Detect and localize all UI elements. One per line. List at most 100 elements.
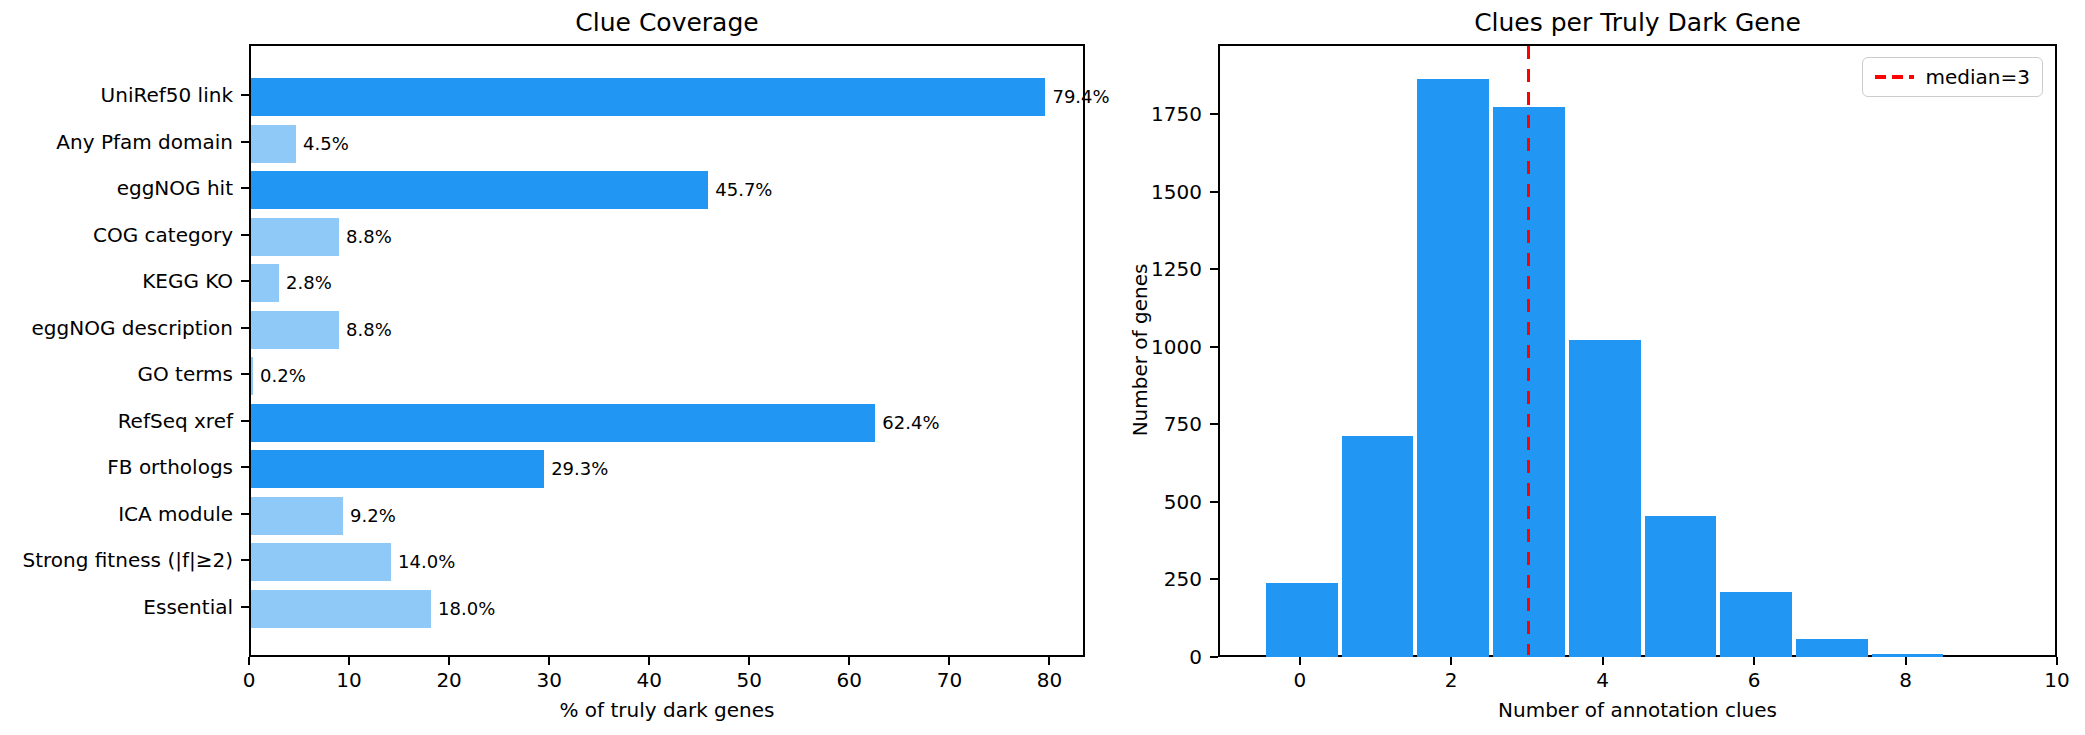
y-tick-label-category: RefSeq xref bbox=[118, 410, 233, 432]
bar-value-label: 45.7% bbox=[715, 180, 772, 200]
y-tick-label: 500 bbox=[1164, 491, 1202, 513]
x-tick-label: 40 bbox=[637, 669, 662, 691]
bar-value-label: 8.8% bbox=[346, 320, 392, 340]
y-tick-label: 250 bbox=[1164, 568, 1202, 590]
x-tick-label: 80 bbox=[1037, 669, 1062, 691]
y-tick-mark bbox=[241, 466, 249, 468]
bar-value-label: 2.8% bbox=[286, 273, 332, 293]
x-tick-label: 70 bbox=[937, 669, 962, 691]
y-tick-label: 1000 bbox=[1151, 336, 1202, 358]
bar-value-label: 0.2% bbox=[260, 366, 306, 386]
bar-eggnog-description bbox=[251, 311, 339, 349]
legend-label-median: median=3 bbox=[1926, 65, 2030, 89]
bar-value-label: 8.8% bbox=[346, 227, 392, 247]
y-tick-mark bbox=[1210, 113, 1218, 115]
bar-value-label: 9.2% bbox=[350, 506, 396, 526]
y-tick-mark bbox=[241, 187, 249, 189]
x-tick-mark bbox=[1753, 657, 1755, 665]
y-tick-label-category: KEGG KO bbox=[142, 270, 233, 292]
median-dashed-line-sample-icon bbox=[1875, 75, 1914, 79]
y-tick-mark bbox=[241, 94, 249, 96]
left-chart-title: Clue Coverage bbox=[249, 8, 1085, 37]
y-tick-label-category: Essential bbox=[143, 596, 233, 618]
bar-cog-category bbox=[251, 218, 339, 256]
x-tick-mark bbox=[1602, 657, 1604, 665]
hist-bar-x2 bbox=[1417, 79, 1489, 657]
bar-value-label: 4.5% bbox=[303, 134, 349, 154]
x-tick-mark bbox=[348, 657, 350, 665]
x-tick-label: 0 bbox=[1293, 669, 1306, 691]
x-tick-mark bbox=[548, 657, 550, 665]
y-tick-mark bbox=[1210, 578, 1218, 580]
x-tick-label: 50 bbox=[737, 669, 762, 691]
x-tick-label: 10 bbox=[336, 669, 361, 691]
bar-ica-module bbox=[251, 497, 343, 535]
y-tick-label: 0 bbox=[1189, 646, 1202, 668]
y-tick-mark bbox=[1210, 191, 1218, 193]
bar-fb-orthologs bbox=[251, 450, 544, 488]
x-tick-label: 4 bbox=[1596, 669, 1609, 691]
x-tick-mark bbox=[1450, 657, 1452, 665]
hist-bar-x6 bbox=[1720, 592, 1792, 657]
hist-bar-x1 bbox=[1342, 436, 1414, 657]
y-tick-label-category: GO terms bbox=[137, 363, 233, 385]
x-tick-mark bbox=[948, 657, 950, 665]
x-tick-label: 30 bbox=[536, 669, 561, 691]
bar-any-pfam-domain bbox=[251, 125, 296, 163]
y-tick-mark bbox=[1210, 268, 1218, 270]
y-tick-label-category: UniRef50 link bbox=[101, 84, 233, 106]
y-tick-mark bbox=[241, 327, 249, 329]
x-tick-label: 6 bbox=[1748, 669, 1761, 691]
bar-value-label: 79.4% bbox=[1052, 87, 1109, 107]
y-tick-label-category: ICA module bbox=[118, 503, 233, 525]
y-tick-mark bbox=[241, 280, 249, 282]
x-tick-mark bbox=[1905, 657, 1907, 665]
bar-value-label: 14.0% bbox=[398, 552, 455, 572]
y-tick-mark bbox=[1210, 346, 1218, 348]
bar-value-label: 29.3% bbox=[551, 459, 608, 479]
y-tick-label-category: eggNOG hit bbox=[117, 177, 233, 199]
x-tick-mark bbox=[648, 657, 650, 665]
x-tick-mark bbox=[1048, 657, 1050, 665]
y-tick-mark bbox=[241, 373, 249, 375]
x-tick-label: 10 bbox=[2044, 669, 2069, 691]
x-tick-label: 8 bbox=[1899, 669, 1912, 691]
y-tick-label-category: COG category bbox=[93, 224, 233, 246]
bar-strong-fitness-f-2- bbox=[251, 543, 391, 581]
hist-bar-x7 bbox=[1796, 639, 1868, 657]
x-tick-mark bbox=[1299, 657, 1301, 665]
hist-bar-x4 bbox=[1569, 340, 1641, 657]
y-tick-mark bbox=[1210, 656, 1218, 658]
x-tick-label: 0 bbox=[243, 669, 256, 691]
y-tick-label: 1750 bbox=[1151, 103, 1202, 125]
y-tick-label-category: Any Pfam domain bbox=[56, 131, 233, 153]
bar-kegg-ko bbox=[251, 264, 279, 302]
y-tick-mark bbox=[1210, 501, 1218, 503]
hist-bar-x8 bbox=[1872, 654, 1944, 657]
right-chart-x-axis-label: Number of annotation clues bbox=[1218, 698, 2057, 722]
right-chart-plot-area bbox=[1218, 44, 2057, 657]
bar-go-terms bbox=[251, 357, 253, 395]
bar-refseq-xref bbox=[251, 404, 875, 442]
x-tick-mark bbox=[748, 657, 750, 665]
x-tick-label: 2 bbox=[1445, 669, 1458, 691]
bar-value-label: 18.0% bbox=[438, 599, 495, 619]
bar-essential bbox=[251, 590, 431, 628]
hist-bar-x0 bbox=[1266, 583, 1338, 657]
y-tick-mark bbox=[241, 420, 249, 422]
x-tick-mark bbox=[2056, 657, 2058, 665]
figure: Clue Coverage 79.4% 4.5% 45.7% 8.8% 2.8% 8.8%… bbox=[0, 0, 2085, 735]
y-tick-label: 1250 bbox=[1151, 258, 1202, 280]
left-chart-x-axis-label: % of truly dark genes bbox=[249, 698, 1085, 722]
right-chart-y-axis-label: Number of genes bbox=[1128, 264, 1152, 437]
x-tick-label: 60 bbox=[837, 669, 862, 691]
y-tick-mark bbox=[241, 606, 249, 608]
y-tick-mark bbox=[241, 234, 249, 236]
bar-eggnog-hit bbox=[251, 171, 708, 209]
y-tick-label-category: FB orthologs bbox=[107, 456, 233, 478]
y-tick-mark bbox=[241, 141, 249, 143]
x-tick-label: 20 bbox=[436, 669, 461, 691]
y-tick-label-category: eggNOG description bbox=[32, 317, 233, 339]
x-tick-mark bbox=[848, 657, 850, 665]
bar-value-label: 62.4% bbox=[882, 413, 939, 433]
